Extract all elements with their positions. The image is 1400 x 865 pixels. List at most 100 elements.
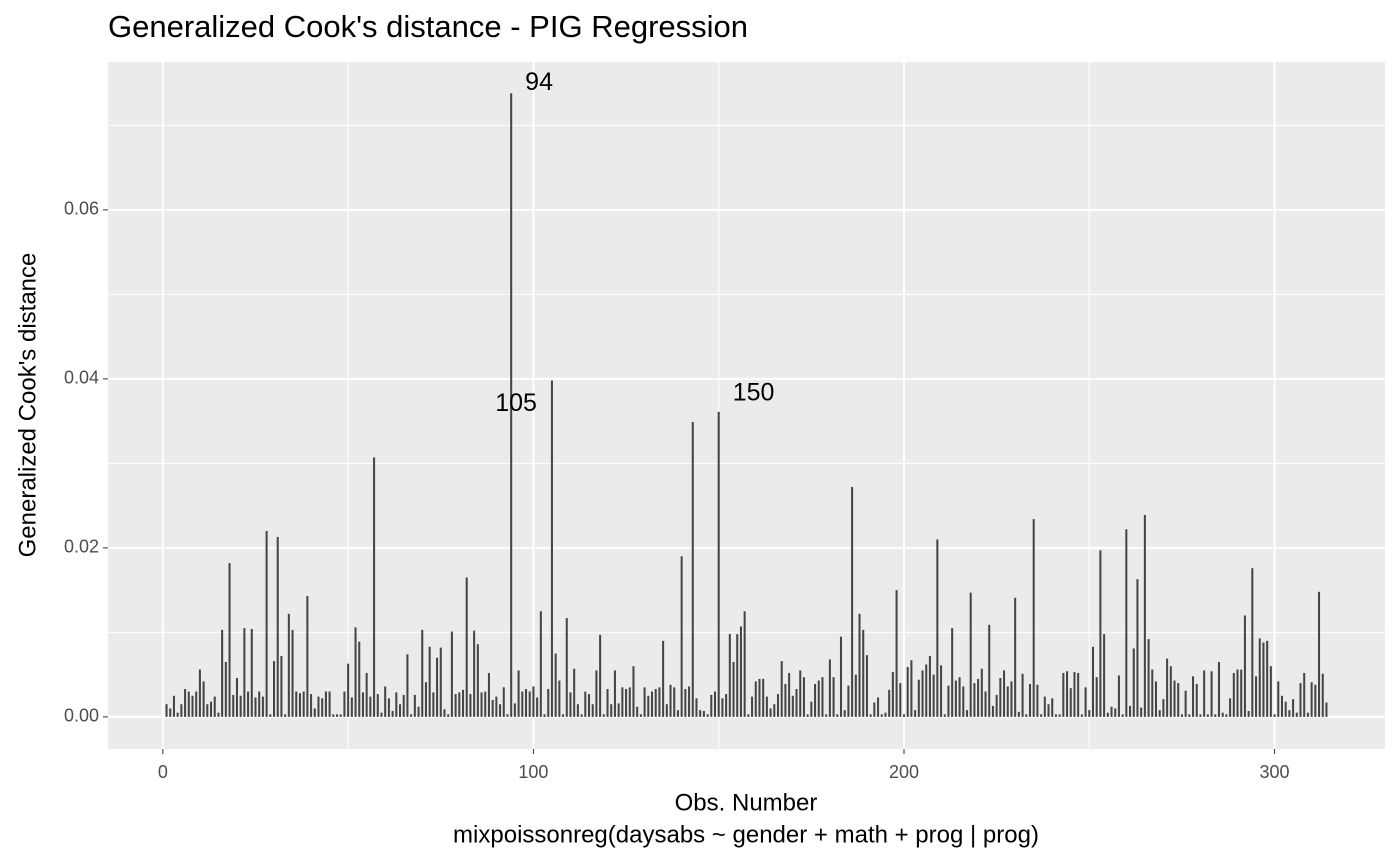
bar	[1273, 714, 1276, 717]
bar	[817, 680, 820, 717]
y-tick-label: 0.06	[64, 199, 99, 219]
bar	[1006, 686, 1009, 717]
bar	[1177, 683, 1180, 717]
bar	[461, 689, 465, 717]
bar	[1036, 684, 1039, 717]
bar	[1284, 701, 1287, 717]
bar	[487, 672, 490, 717]
bar	[836, 714, 839, 717]
bar	[1262, 642, 1265, 717]
bar	[676, 710, 679, 717]
bar	[469, 694, 472, 717]
bar	[858, 613, 861, 717]
bar	[291, 629, 294, 717]
bar	[1073, 672, 1076, 717]
bar	[1236, 669, 1239, 717]
bar	[395, 692, 398, 717]
bar	[869, 714, 872, 717]
bar	[743, 611, 746, 717]
bar	[695, 698, 698, 717]
bar	[613, 670, 616, 717]
bar	[1014, 597, 1017, 717]
bar	[632, 666, 635, 717]
bar	[206, 704, 209, 717]
bar	[210, 701, 213, 717]
bar	[317, 696, 320, 717]
bar	[799, 670, 802, 717]
bar	[814, 683, 817, 717]
bar	[758, 678, 761, 717]
bar	[810, 701, 813, 717]
bar	[921, 670, 924, 717]
bar	[1166, 658, 1169, 717]
bar	[747, 714, 750, 717]
bar	[1121, 714, 1124, 717]
bar	[284, 714, 287, 717]
bar	[1229, 698, 1232, 717]
bar	[565, 618, 568, 717]
bar	[502, 687, 505, 717]
bar	[928, 656, 931, 717]
bar	[684, 689, 687, 717]
bar	[706, 714, 709, 717]
bar	[543, 714, 546, 717]
bar	[1069, 688, 1072, 717]
bar	[1154, 681, 1158, 717]
bar	[361, 692, 364, 717]
bar	[1225, 714, 1228, 717]
bar	[1277, 681, 1280, 717]
bar	[739, 626, 742, 717]
bar	[276, 536, 279, 717]
bar	[943, 714, 946, 717]
bar	[1203, 670, 1206, 717]
bar	[398, 704, 402, 717]
bar	[243, 628, 246, 717]
bar	[650, 691, 654, 717]
bar	[821, 677, 824, 717]
bar	[184, 689, 187, 717]
bar	[610, 704, 613, 717]
bar	[1180, 714, 1183, 717]
bar	[1021, 673, 1024, 717]
bar	[495, 696, 498, 717]
bar	[187, 691, 190, 717]
bar	[1158, 710, 1161, 717]
bar	[1043, 696, 1046, 717]
bar	[1169, 666, 1172, 717]
bar	[473, 630, 476, 717]
bar	[1214, 714, 1217, 717]
bar	[1162, 699, 1165, 717]
bar	[910, 660, 913, 717]
bar	[969, 592, 972, 717]
bar	[313, 708, 316, 717]
bar	[269, 714, 272, 717]
bar	[936, 539, 939, 717]
bar	[991, 705, 994, 717]
bar	[1199, 714, 1202, 717]
bar	[406, 654, 409, 717]
bar	[458, 692, 461, 717]
bar	[862, 629, 865, 717]
bar	[902, 714, 906, 717]
bar	[587, 694, 591, 717]
bar	[517, 670, 520, 717]
bar	[198, 669, 201, 717]
bar	[328, 691, 331, 717]
bar	[424, 682, 427, 717]
bar	[947, 685, 950, 717]
bar	[1295, 712, 1298, 717]
bar	[1192, 676, 1195, 717]
bar	[339, 714, 342, 717]
bar	[628, 687, 631, 717]
bar	[732, 661, 735, 717]
bar	[621, 687, 624, 717]
bar	[484, 691, 487, 717]
bar	[369, 696, 372, 717]
bar	[476, 644, 479, 717]
bar	[224, 661, 227, 717]
bar	[247, 691, 250, 717]
bar	[1251, 568, 1254, 717]
bar	[550, 380, 553, 717]
bar	[513, 703, 516, 717]
